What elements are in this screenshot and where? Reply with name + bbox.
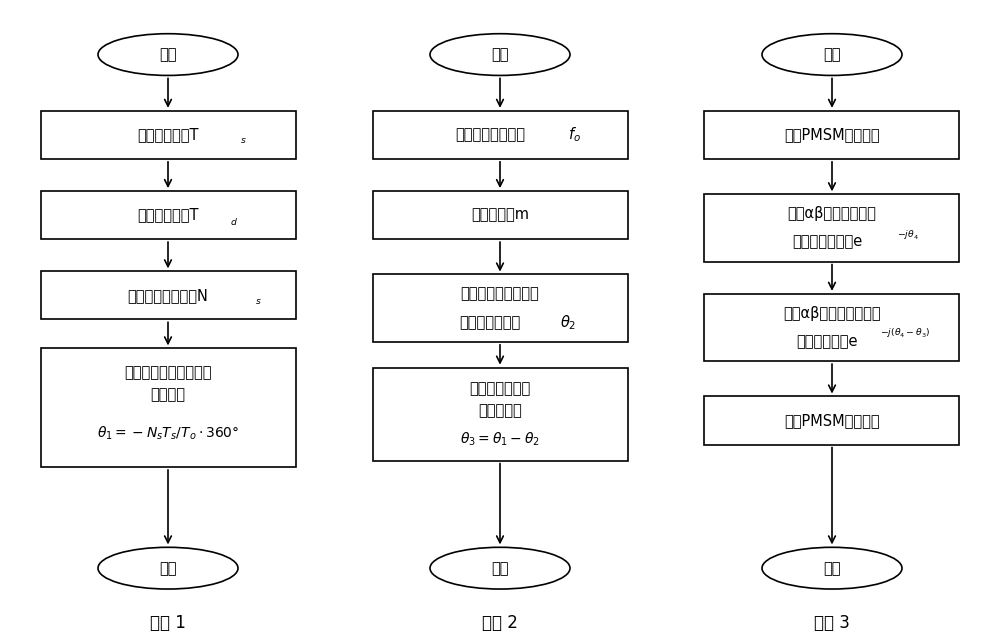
Text: 步骤 1: 步骤 1	[150, 614, 186, 632]
Text: 开始: 开始	[823, 47, 841, 62]
Text: 确定死区时间T: 确定死区时间T	[137, 207, 199, 223]
Text: 查表得到期望输出电: 查表得到期望输出电	[461, 286, 539, 302]
Text: 步骤 3: 步骤 3	[814, 614, 850, 632]
Ellipse shape	[98, 547, 238, 589]
Bar	[704, 294, 959, 361]
Text: 开始: 开始	[491, 47, 509, 62]
Text: $\theta_3=\theta_1-\theta_2$: $\theta_3=\theta_1-\theta_2$	[460, 431, 540, 449]
Bar	[41, 191, 296, 239]
Text: 步骤 2: 步骤 2	[482, 614, 518, 632]
Text: 返回: 返回	[823, 560, 841, 576]
Bar	[704, 396, 959, 444]
Text: $^{-j\theta_4}$: $^{-j\theta_4}$	[897, 231, 919, 244]
Text: $_s$: $_s$	[240, 134, 247, 146]
Text: 确定开关周期数目N: 确定开关周期数目N	[128, 288, 208, 303]
Text: 计算调制度m: 计算调制度m	[471, 207, 529, 223]
Bar	[41, 110, 296, 159]
Text: 确定开关周期T: 确定开关周期T	[137, 127, 199, 143]
Bar	[372, 275, 628, 342]
Text: 调用PMSM控制程序: 调用PMSM控制程序	[784, 413, 880, 428]
Bar	[704, 110, 959, 159]
Ellipse shape	[762, 33, 902, 75]
Bar	[372, 110, 628, 159]
Text: $_s$: $_s$	[255, 294, 262, 307]
Text: $_d$: $_d$	[230, 214, 238, 227]
Text: 得到αβ坐标系下目标: 得到αβ坐标系下目标	[788, 206, 876, 221]
Ellipse shape	[98, 33, 238, 75]
Text: 返回: 返回	[491, 560, 509, 576]
Text: $^{-j(\theta_4-\theta_3)}$: $^{-j(\theta_4-\theta_3)}$	[880, 329, 930, 342]
Bar	[372, 191, 628, 239]
Text: 确定期望输出频率: 确定期望输出频率	[455, 127, 525, 143]
Text: $f_o$: $f_o$	[568, 125, 581, 144]
Ellipse shape	[430, 547, 570, 589]
Text: 开始: 开始	[159, 47, 177, 62]
Text: 计算期望输出电压基波: 计算期望输出电压基波	[124, 365, 212, 380]
Text: 调用PMSM控制程序: 调用PMSM控制程序	[784, 127, 880, 143]
Text: 计算期望输出电: 计算期望输出电	[469, 381, 531, 396]
Text: 返回: 返回	[159, 560, 177, 576]
Text: 滞后相移: 滞后相移	[150, 387, 186, 403]
Text: $\theta_2$: $\theta_2$	[560, 313, 576, 332]
Bar	[41, 271, 296, 319]
Bar	[372, 367, 628, 461]
Text: $\theta_1=-N_sT_s/T_o\cdot360°$: $\theta_1=-N_sT_s/T_o\cdot360°$	[97, 424, 239, 442]
Text: 压基波相移: 压基波相移	[478, 403, 522, 419]
Text: 相电压分量相位e: 相电压分量相位e	[792, 234, 862, 250]
Bar	[704, 195, 959, 262]
Text: 改写αβ坐标系下目标相: 改写αβ坐标系下目标相	[783, 306, 881, 321]
Bar	[41, 348, 296, 467]
Text: 电压分量相位e: 电压分量相位e	[796, 334, 858, 349]
Ellipse shape	[430, 33, 570, 75]
Text: 压基波超前相移: 压基波超前相移	[459, 315, 521, 330]
Ellipse shape	[762, 547, 902, 589]
